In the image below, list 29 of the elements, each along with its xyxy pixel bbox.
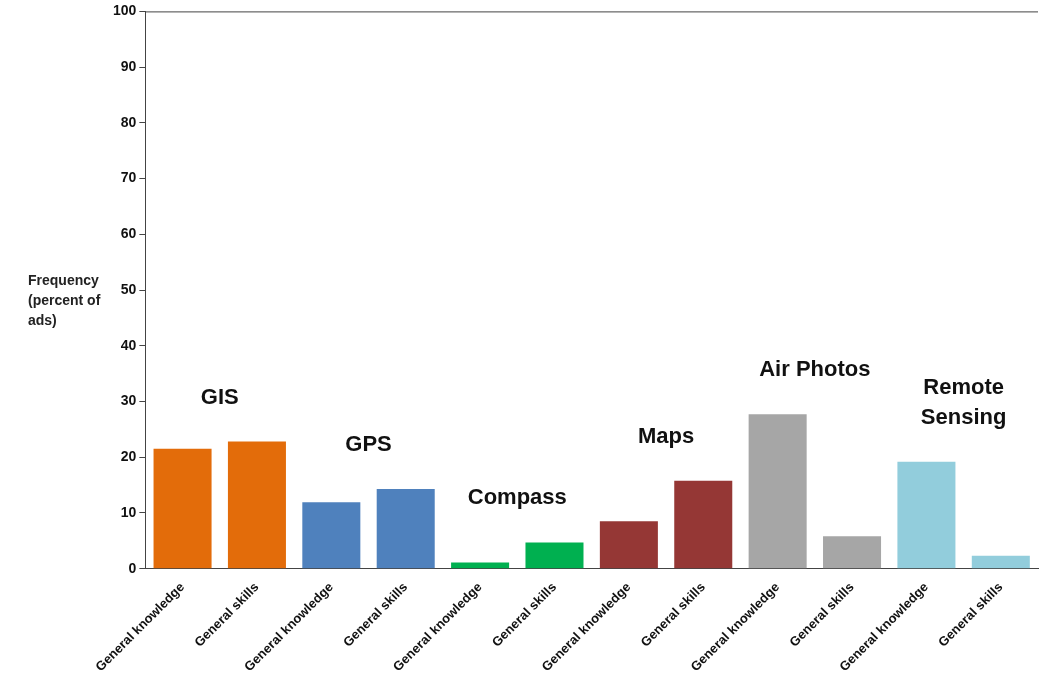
annotation: Compass	[467, 484, 567, 510]
y-tick-label: 0	[128, 559, 137, 576]
y-tick-label: 80	[120, 113, 137, 130]
bar	[599, 521, 658, 569]
y-tick-label: 70	[120, 169, 137, 186]
bar	[674, 480, 733, 569]
bar	[227, 441, 286, 569]
y-tick-label: 30	[120, 392, 137, 409]
bar	[971, 555, 1030, 569]
y-tick-label: 50	[120, 280, 137, 297]
y-tick-label: 90	[120, 57, 137, 74]
annotation: Air Photos	[759, 356, 871, 382]
bar	[302, 502, 361, 569]
y-tick-label: 60	[120, 225, 137, 242]
bar	[823, 536, 882, 569]
y-tick-label: 10	[120, 503, 137, 520]
bar	[376, 488, 435, 569]
bar	[748, 414, 807, 569]
y-tick-label: 20	[120, 448, 137, 465]
annotation: Remote Sensing	[920, 373, 1007, 429]
y-axis-title: Frequency (percent of ads)	[28, 271, 102, 330]
bar	[153, 448, 212, 569]
bar	[897, 461, 956, 569]
annotation: GIS	[200, 383, 239, 409]
annotation: GPS	[345, 430, 392, 456]
bar	[525, 542, 584, 569]
annotation: Maps	[637, 422, 695, 448]
y-tick-label: 100	[113, 2, 137, 19]
y-tick-label: 40	[120, 336, 137, 353]
